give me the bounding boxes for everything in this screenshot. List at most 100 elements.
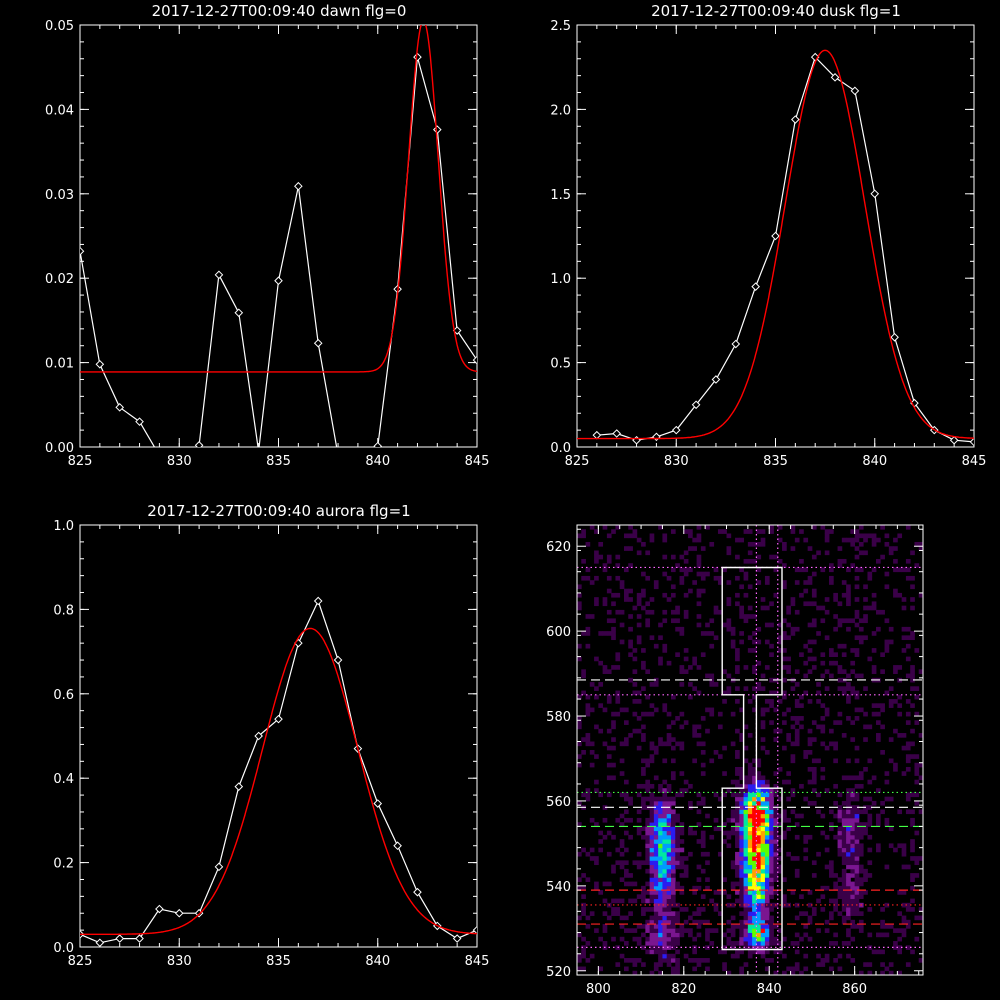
heatmap-cell (846, 847, 851, 853)
image-y-tick-label: 580 (546, 710, 571, 725)
heatmap-cell (623, 830, 629, 836)
heatmap-cell (769, 856, 774, 861)
heatmap-cell (692, 830, 697, 836)
heatmap-cell (905, 741, 911, 747)
heatmap-cell (769, 843, 774, 849)
heatmap-cell (790, 686, 796, 691)
heatmap-cell (871, 665, 877, 670)
heatmap-cell (854, 537, 860, 543)
heatmap-cell (585, 877, 591, 883)
heatmap-cell (769, 525, 774, 530)
heatmap-cell (700, 868, 706, 874)
heatmap-cell (670, 775, 676, 781)
heatmap-cell (901, 843, 907, 849)
heatmap-cell (769, 813, 774, 819)
heatmap-cell (777, 941, 783, 946)
heatmap-cell (752, 873, 757, 878)
heatmap-cell (666, 945, 672, 950)
heatmap-cell (914, 771, 920, 776)
heatmap-cell (871, 703, 877, 708)
heatmap-cell (649, 881, 655, 887)
heatmap-cell (666, 860, 672, 866)
heatmap-cell (905, 962, 911, 967)
heatmap-cell (730, 792, 736, 798)
heatmap-cell (585, 614, 591, 619)
heatmap-cell (777, 766, 783, 772)
heatmap-cell (581, 953, 586, 959)
heatmap-cell (752, 800, 757, 806)
heatmap-cell (816, 809, 821, 815)
heatmap-cell (636, 851, 642, 857)
heatmap-cell (577, 720, 582, 725)
heatmap-cell (670, 877, 676, 883)
heatmap-cell (769, 690, 774, 696)
heatmap-cell (653, 890, 659, 895)
heatmap-cell (739, 885, 744, 891)
heatmap-cell (880, 962, 885, 967)
heatmap-cell (807, 834, 813, 840)
heatmap-cell (756, 830, 762, 836)
heatmap-cell (662, 571, 668, 577)
heatmap-cell (794, 716, 800, 721)
heatmap-cell (841, 890, 847, 895)
heatmap-cell (769, 919, 774, 925)
heatmap-cell (846, 792, 851, 798)
heatmap-cell (739, 936, 744, 942)
heatmap-cell (811, 639, 817, 645)
heatmap-cell (722, 945, 727, 950)
heatmap-cell (884, 541, 890, 547)
heatmap-cell (632, 936, 638, 942)
heatmap-cell (760, 915, 766, 921)
heatmap-cell (807, 750, 813, 755)
heatmap-cell (794, 669, 800, 674)
heatmap-cell (901, 915, 907, 921)
heatmap-cell (598, 792, 604, 798)
heatmap-cell (683, 928, 689, 933)
heatmap-cell (649, 898, 655, 904)
heatmap-cell (858, 618, 864, 624)
heatmap-cell (747, 817, 753, 823)
heatmap-cell (816, 953, 821, 959)
heatmap-cell (854, 813, 860, 819)
heatmap-cell (739, 894, 744, 899)
heatmap-cell (739, 890, 744, 895)
heatmap-cell (739, 766, 744, 772)
heatmap-cell (653, 851, 659, 857)
heatmap-cell (824, 919, 830, 925)
dusk-data-point (751, 282, 760, 291)
heatmap-cell (854, 856, 860, 861)
heatmap-cell (777, 796, 783, 802)
heatmap-cell (662, 826, 668, 832)
heatmap-cell (649, 868, 655, 874)
heatmap-cell (658, 805, 663, 810)
heatmap-cell (649, 894, 655, 899)
heatmap-cell (914, 779, 920, 785)
heatmap-cell (653, 915, 659, 921)
heatmap-cell (777, 949, 783, 955)
heatmap-cell (760, 885, 766, 891)
dusk-x-tick-label: 835 (763, 454, 788, 469)
heatmap-cell (730, 817, 736, 823)
heatmap-cell (773, 843, 779, 849)
heatmap-cell (692, 660, 697, 666)
heatmap-cell (850, 541, 856, 547)
heatmap-cell (743, 809, 749, 815)
heatmap-cell (756, 894, 762, 899)
heatmap-cell (649, 796, 655, 802)
heatmap-cell (760, 673, 766, 679)
heatmap-cell (846, 817, 851, 823)
heatmap-cell (594, 656, 599, 662)
heatmap-cell (675, 966, 680, 972)
heatmap-cell (876, 822, 881, 827)
heatmap-cell (782, 546, 787, 551)
heatmap-cell (726, 817, 732, 823)
heatmap-cell (747, 932, 753, 938)
heatmap-cell (816, 605, 821, 611)
heatmap-cell (606, 533, 612, 539)
heatmap-cell (854, 707, 860, 713)
heatmap-cell (696, 622, 702, 628)
heatmap-cell (837, 847, 843, 853)
heatmap-cell (773, 783, 779, 789)
heatmap-cell (645, 924, 651, 929)
heatmap-cell (747, 851, 753, 857)
